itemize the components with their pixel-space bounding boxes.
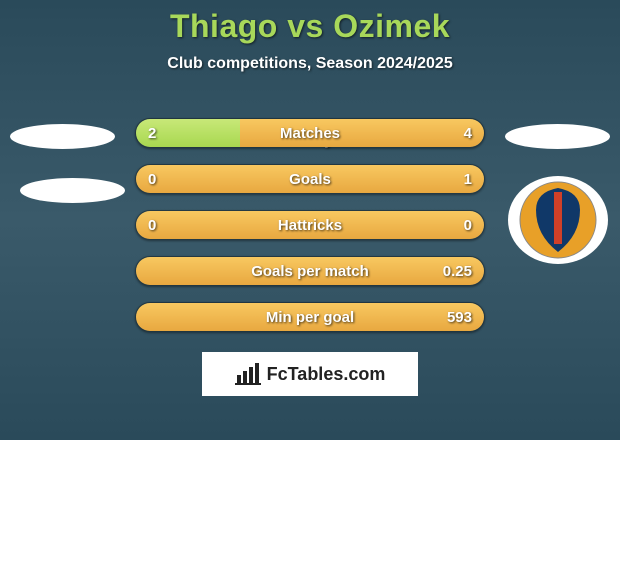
stat-value-right: 593 xyxy=(447,303,472,331)
fctables-label: FcTables.com xyxy=(267,364,386,385)
stat-bar-goals: 0 Goals 1 xyxy=(135,164,485,194)
stat-value-right: 0 xyxy=(464,211,472,239)
stat-label: Hattricks xyxy=(136,211,484,239)
stat-bar-matches: 2 Matches 4 xyxy=(135,118,485,148)
subtitle: Club competitions, Season 2024/2025 xyxy=(0,55,620,73)
stat-value-right: 0.25 xyxy=(443,257,472,285)
fctables-brand[interactable]: FcTables.com xyxy=(202,352,418,396)
club-badge-icon xyxy=(518,180,598,260)
player-left-club-logo-2 xyxy=(20,178,125,203)
page-title: Thiago vs Ozimek xyxy=(0,8,620,45)
stat-label: Goals per match xyxy=(136,257,484,285)
stat-bar-goals-per-match: Goals per match 0.25 xyxy=(135,256,485,286)
player-right-club-logo-1 xyxy=(505,124,610,149)
stats-area: 2 Matches 4 0 Goals 1 0 Hattricks 0 Goal… xyxy=(135,118,485,348)
stat-label: Matches xyxy=(136,119,484,147)
stat-value-right: 4 xyxy=(464,119,472,147)
stat-value-right: 1 xyxy=(464,165,472,193)
player-left-club-logo-1 xyxy=(10,124,115,149)
stat-bar-min-per-goal: Min per goal 593 xyxy=(135,302,485,332)
stat-label: Min per goal xyxy=(136,303,484,331)
comparison-widget: Thiago vs Ozimek Club competitions, Seas… xyxy=(0,0,620,440)
bar-chart-icon xyxy=(235,363,261,385)
stat-label: Goals xyxy=(136,165,484,193)
stat-bar-hattricks: 0 Hattricks 0 xyxy=(135,210,485,240)
player-right-club-logo-2 xyxy=(508,176,608,264)
